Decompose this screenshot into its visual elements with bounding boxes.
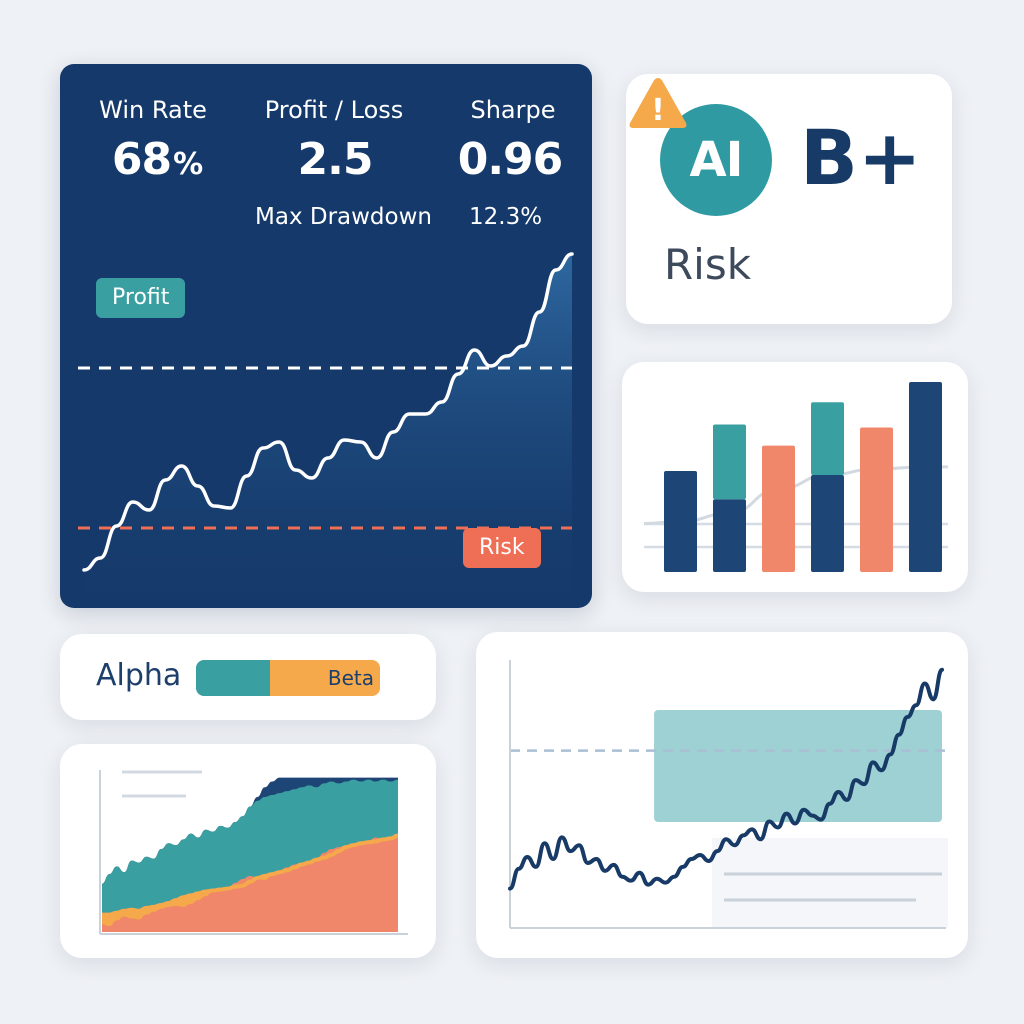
bar-chart xyxy=(643,382,948,572)
alpha-segment xyxy=(196,660,270,696)
stacked-area-chart xyxy=(99,770,408,935)
profit-loss-label: Profit / Loss xyxy=(264,96,404,124)
beta-label: Beta xyxy=(327,666,374,690)
risk-badge: Risk xyxy=(463,528,541,568)
equity-line xyxy=(82,252,574,572)
bar xyxy=(713,499,746,572)
bar xyxy=(811,474,844,572)
bar-top-segment xyxy=(811,402,844,475)
profit-badge: Profit xyxy=(96,278,186,318)
win-rate-number: 68 xyxy=(111,134,172,185)
equity-area xyxy=(84,254,572,608)
win-rate-unit: % xyxy=(173,147,203,182)
bar xyxy=(664,470,697,572)
warning-mark: ! xyxy=(651,93,665,128)
win-rate-label: Win Rate xyxy=(99,96,207,124)
bar-top-segment xyxy=(713,424,746,500)
sharpe-value: 0.96 xyxy=(457,134,564,185)
max-drawdown-value: 12.3% xyxy=(469,204,543,230)
bar xyxy=(762,445,795,572)
highlight-region xyxy=(654,710,942,822)
profit-loss-value: 2.5 xyxy=(297,134,374,185)
info-panel xyxy=(712,838,948,928)
grade-card: AI B+ Risk ! xyxy=(626,74,952,324)
alpha-label: Alpha xyxy=(96,658,182,693)
bar xyxy=(909,382,942,572)
risk-label: Risk xyxy=(664,240,752,289)
grade-value: B+ xyxy=(800,113,922,202)
trend-line-chart xyxy=(508,660,948,929)
equity-chart xyxy=(78,252,574,608)
beta-segment: Beta xyxy=(269,660,380,696)
stacked-area-group xyxy=(101,777,399,932)
max-drawdown-label: Max Drawdown xyxy=(255,204,432,230)
trend-line xyxy=(508,667,944,891)
orange-edge-line xyxy=(101,833,399,917)
bar xyxy=(860,427,893,572)
win-rate-value: 68% xyxy=(111,134,203,185)
stacked-area-card xyxy=(60,744,436,958)
trend-line-card xyxy=(476,632,968,958)
bar-chart-card xyxy=(622,362,968,592)
sharpe-label: Sharpe xyxy=(470,96,556,124)
alpha-beta-card: Alpha Beta xyxy=(60,634,436,720)
bar-group xyxy=(664,382,942,572)
warning-triangle-icon: ! xyxy=(629,78,687,128)
alpha-beta-bar: Beta xyxy=(196,660,380,696)
equity-card: Win Rate 68% Profit / Loss 2.5 Sharpe 0.… xyxy=(60,64,592,608)
